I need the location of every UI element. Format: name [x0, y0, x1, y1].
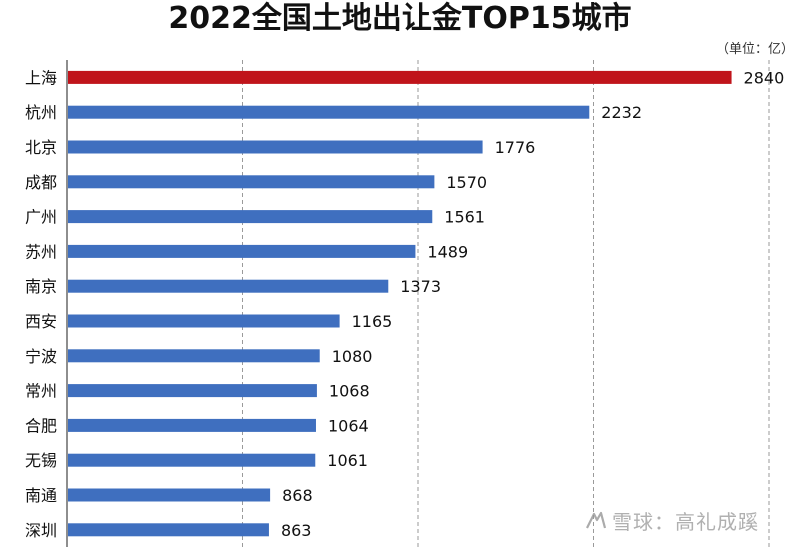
bar — [68, 210, 433, 224]
data-label: 1561 — [444, 208, 485, 227]
data-label: 1064 — [328, 416, 369, 435]
data-label: 1080 — [332, 347, 373, 366]
category-label: 广州 — [25, 208, 57, 227]
category-label: 北京 — [25, 138, 57, 157]
data-label: 1061 — [327, 451, 368, 470]
bar — [68, 244, 416, 258]
category-label: 合肥 — [25, 416, 57, 435]
category-label: 上海 — [25, 68, 57, 87]
bar — [68, 349, 320, 363]
data-label: 1776 — [495, 138, 536, 157]
category-label: 南通 — [25, 486, 57, 505]
bar — [68, 488, 271, 502]
data-label: 2232 — [601, 103, 642, 122]
bar — [68, 70, 732, 84]
category-label: 杭州 — [25, 103, 57, 122]
data-label: 1570 — [446, 173, 487, 192]
data-label: 2840 — [744, 68, 785, 87]
bar — [68, 453, 316, 467]
bar — [68, 140, 483, 154]
bar — [68, 314, 340, 328]
chart-title: 2022全国土地出让金TOP15城市 — [168, 1, 632, 36]
bar — [68, 279, 389, 293]
data-label: 1489 — [427, 242, 468, 261]
bar — [68, 175, 435, 189]
category-label: 深圳 — [25, 521, 57, 540]
data-label: 868 — [282, 486, 313, 505]
bar — [68, 523, 269, 537]
data-label: 1373 — [400, 277, 441, 296]
category-label: 南京 — [25, 277, 57, 296]
bar — [68, 384, 317, 398]
watermark-text: 雪球：高礼成蹊 — [612, 510, 759, 534]
bar — [68, 105, 590, 119]
watermark: 雪球：高礼成蹊 — [584, 506, 759, 535]
category-label: 宁波 — [25, 347, 57, 366]
category-label: 成都 — [25, 173, 57, 192]
category-label: 西安 — [25, 312, 57, 331]
bar — [68, 418, 316, 432]
data-label: 1068 — [329, 382, 370, 401]
snowball-logo-icon — [586, 511, 607, 529]
data-label: 863 — [281, 521, 312, 540]
data-label: 1165 — [352, 312, 393, 331]
category-label: 苏州 — [25, 242, 57, 261]
unit-label: （单位：亿） — [715, 42, 794, 57]
category-label: 常州 — [25, 382, 57, 401]
category-label: 无锡 — [25, 451, 57, 470]
